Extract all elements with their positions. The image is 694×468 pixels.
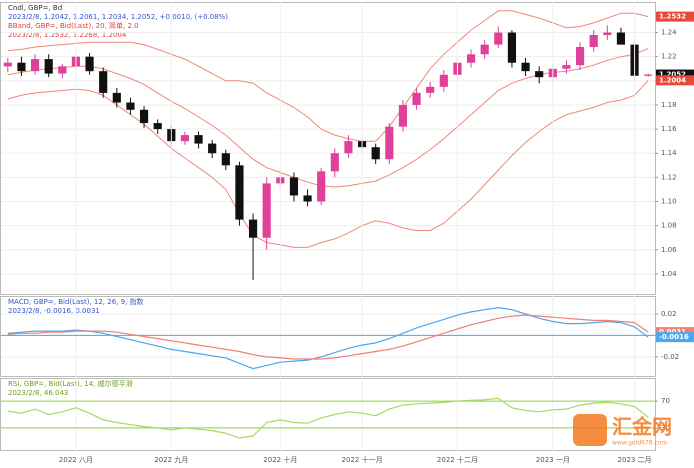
candle-body <box>112 92 121 103</box>
candle-body <box>494 32 503 45</box>
candle-body <box>289 177 299 196</box>
candle-body <box>398 104 408 127</box>
x-tick-label: 2022 十二月 <box>437 455 478 464</box>
candle-body <box>3 62 12 67</box>
y-tick-label: 1.22 <box>661 53 677 61</box>
candle-body <box>426 86 435 93</box>
candle-body <box>17 62 26 72</box>
candle-body <box>30 59 40 72</box>
y-tick-label: 1.08 <box>661 222 677 230</box>
candle-body <box>85 56 94 72</box>
y-tick-label: 1.04 <box>661 270 677 278</box>
line <box>7 306 649 370</box>
line <box>7 79 649 248</box>
candle-body <box>562 65 571 69</box>
candle-body <box>371 147 380 160</box>
candle-body <box>262 183 271 238</box>
candle-body <box>507 32 517 63</box>
price-subtitle: 2023/2/8, 1.2042, 1.2061, 1.2034, 1.2052… <box>8 13 228 21</box>
candle-body <box>99 71 108 93</box>
candle-body <box>235 165 244 220</box>
candle-body <box>644 74 653 76</box>
price-tag <box>656 75 694 86</box>
y-tick-label: 1.14 <box>661 149 677 157</box>
candle-body <box>153 123 162 130</box>
y-tick-label: 1.06 <box>661 246 677 254</box>
price-pane <box>0 2 656 295</box>
candle-body <box>330 153 339 172</box>
band-subtitle: 2023/2/8, 1.2532, 1.2268, 1.2004 <box>8 31 127 39</box>
price-tag <box>656 332 694 343</box>
macd-subtitle: 2023/2/8, -0.0016, 0.0031 <box>8 307 100 315</box>
price-tag-label: 1.2052 <box>659 71 686 79</box>
candle-body <box>535 71 544 78</box>
x-tick-label: 2022 十一月 <box>342 455 383 464</box>
y-tick-label: 1.18 <box>661 101 677 109</box>
y-tick-label: 0.02 <box>661 310 677 318</box>
candle-body <box>180 135 190 142</box>
candle-body <box>439 74 448 87</box>
price-title: Cndl, GBP=, Bd <box>8 4 62 12</box>
candle-body <box>221 153 230 166</box>
y-tick-label: 1.16 <box>661 125 677 133</box>
y-tick-label: 1.24 <box>661 29 677 37</box>
watermark-logo <box>573 414 607 446</box>
candle-body <box>126 102 135 110</box>
candle-body <box>603 32 612 35</box>
candle-body <box>412 92 421 105</box>
band-title: BBand, GBP=, Bid(Last), 20, 简单, 2.0 <box>8 21 139 30</box>
candle-body <box>44 59 53 74</box>
x-tick-label: 2023 一月 <box>536 456 570 464</box>
price-tag <box>656 327 694 338</box>
candle-body <box>385 126 394 160</box>
y-tick-label: 30 <box>661 424 670 432</box>
price-tag-label: 0.0031 <box>659 328 686 336</box>
y-tick-label: 1.12 <box>661 173 677 181</box>
candle-body <box>466 54 476 63</box>
price-tag <box>656 69 694 80</box>
watermark: 汇金网 www.gold678.com <box>573 414 672 447</box>
x-tick-label: 2022 十月 <box>263 455 297 464</box>
price-tag-label: 1.2532 <box>659 13 686 21</box>
candle-body <box>208 143 217 154</box>
watermark-url: www.gold678.com <box>612 440 667 447</box>
candle-body <box>575 47 585 66</box>
y-tick-label: -0.02 <box>661 353 679 361</box>
price-tag-label: -0.0016 <box>659 333 689 341</box>
candle-body <box>616 32 626 45</box>
candle-body <box>58 66 67 74</box>
y-tick-label: 70 <box>661 397 670 405</box>
line <box>7 314 649 360</box>
price-tag <box>656 11 694 22</box>
x-tick-label: 2022 八月 <box>59 456 93 464</box>
rsi-subtitle: 2023/2/8, 46.043 <box>8 389 68 397</box>
x-tick-label: 2022 九月 <box>154 455 188 464</box>
price-tag-label: 1.2004 <box>659 76 686 84</box>
candle-body <box>521 62 530 72</box>
candle-body <box>480 44 489 55</box>
candle-body <box>317 171 326 202</box>
candle-body <box>194 135 203 144</box>
y-tick-label: 1.10 <box>661 197 677 205</box>
candle-body <box>344 141 353 154</box>
rsi-title: RSI, GBP=, Bid(Last), 14, 威尔德平滑 <box>8 379 133 388</box>
candle-body <box>139 109 149 124</box>
line <box>7 10 649 142</box>
candle-body <box>303 195 312 202</box>
x-tick-label: 2023 二月 <box>618 456 652 464</box>
candle-body <box>589 34 598 48</box>
macd-pane <box>0 296 656 377</box>
rsi-pane <box>0 378 656 451</box>
line <box>7 397 649 439</box>
watermark-brand: 汇金网 <box>612 415 672 439</box>
candle-body <box>248 219 258 238</box>
